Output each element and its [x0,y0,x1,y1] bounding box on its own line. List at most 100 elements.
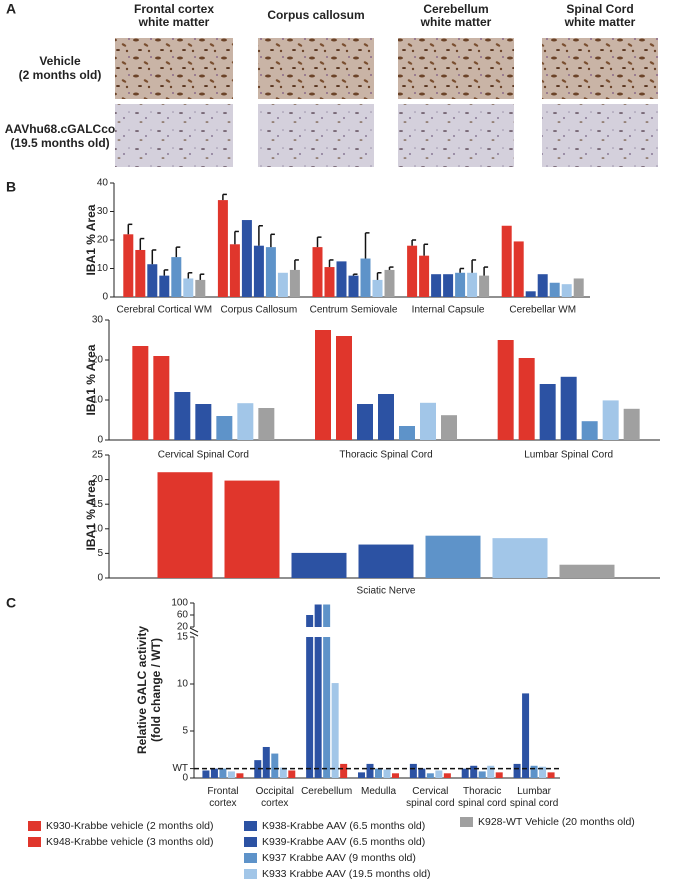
legend-swatch [244,853,257,863]
bar [383,769,391,778]
bar [210,768,218,778]
bar [581,421,598,440]
column-header-line: Spinal Cord [566,2,633,16]
x-tick-label-line: Thoracic [463,786,501,797]
bar [407,245,418,297]
bar [236,773,244,778]
bar [157,472,213,578]
bar [132,346,149,440]
y-tick-label: 25 [92,450,104,461]
bar [265,247,276,297]
axis-break [189,631,199,637]
bar [219,768,227,778]
bar [470,765,478,778]
bar [366,763,374,778]
bar [461,768,469,778]
bar [372,279,383,297]
y-tick-label: 30 [97,206,109,217]
x-tick-label-line: Lumbar [517,786,552,797]
row-header: AAVhu68.cGALCco (19.5 months old) [5,122,115,150]
bar [306,637,314,778]
row-header-line: (2 months old) [19,68,102,82]
bar [418,768,426,778]
column-header-line: white matter [420,15,492,29]
micrograph [115,104,233,167]
y-tick-label: 0 [102,292,108,303]
y-axis-label: IBA1 % Area [84,344,98,415]
x-tick-label-line: Medulla [361,786,396,797]
bar [559,564,615,578]
bar [478,771,486,778]
y-tick-label: 20 [97,235,109,246]
x-tick-label: Sciatic Nerve [357,586,416,597]
bar [358,772,365,778]
legend-swatch [28,821,41,831]
y-tick-label: 5 [97,548,103,559]
x-tick-label-line: Frontal [207,786,238,797]
x-tick-label: Lumbar Spinal Cord [524,450,613,461]
bar [202,770,210,778]
y-tick-label: 0 [97,573,103,584]
x-tick-label-line: cortex [261,798,288,809]
bar [420,402,436,440]
y-tick-label: 30 [92,315,104,326]
x-tick-label: Cerebellum [301,786,352,797]
bar [147,264,158,297]
y-tick-label: 0 [97,435,103,446]
bar [323,637,331,778]
bar [135,249,146,297]
bar [623,408,640,440]
x-tick-label-line: spinal cord [406,798,454,809]
bar [443,274,454,297]
bar [171,257,182,297]
bar [227,771,235,778]
bar [409,763,417,778]
panel-label: C [6,595,16,611]
legend-swatch [28,837,41,847]
bar [241,220,252,297]
bar [271,753,279,778]
x-tick-label: Cerebral Cortical WM [117,305,213,316]
x-tick-label: Cervical Spinal Cord [158,450,249,461]
legend-label: K928-WT Vehicle (20 months old) [478,816,635,828]
bar [357,404,373,440]
bar [348,275,359,297]
y-tick-label: 60 [177,610,189,621]
bar [467,272,478,297]
row-header-line: AAVhu68.cGALCco [5,122,115,136]
bar [518,358,535,440]
x-tick-label: Occipital cortex [256,786,294,809]
bar [253,245,264,297]
bar [549,282,560,297]
bar [358,544,414,578]
bar [492,538,548,578]
row-header-line: (19.5 months old) [10,136,109,150]
bar [174,392,191,440]
y-tick-label: 20 [92,355,104,366]
y-tick-label: 5 [182,726,188,737]
bar [602,400,619,440]
axis-break [189,627,199,633]
legend-swatch [244,869,257,879]
bar [279,767,287,778]
bar-upper [323,604,331,627]
bar-upper [314,604,322,627]
bar [573,278,584,297]
y-tick-label: 10 [97,263,109,274]
micrograph [258,104,374,167]
x-tick-label: Lumbar spinal cord [510,786,558,809]
legend-label: K939-Krabbe AAV (6.5 months old) [262,836,425,848]
bar [336,336,352,440]
bar [340,763,348,778]
x-tick-label-line: Cerebellum [301,786,352,797]
bar [384,269,395,297]
x-tick-label: Thoracic Spinal Cord [339,450,432,461]
panel-a-images [115,38,658,167]
bar [537,274,548,297]
x-tick-label: Frontal cortex [207,786,238,809]
bar [522,693,530,778]
bar [497,340,514,440]
y-tick-label: 10 [92,523,104,534]
micrograph [542,38,658,99]
y-tick-label: 20 [92,474,104,485]
